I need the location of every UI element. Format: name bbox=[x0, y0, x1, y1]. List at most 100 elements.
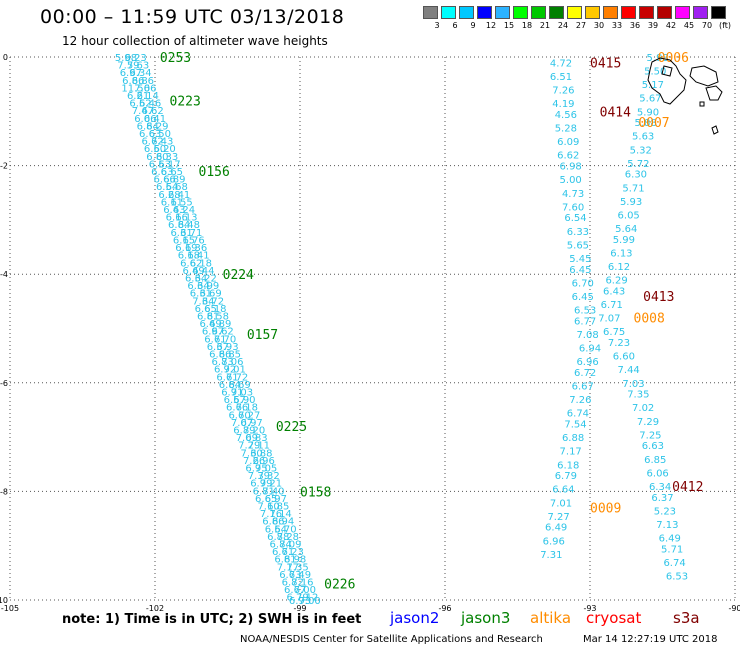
x-tick-label: -102 bbox=[146, 604, 164, 613]
y-tick-label: -2 bbox=[0, 162, 8, 171]
data-point-label: 7.13 bbox=[656, 520, 678, 531]
data-point-label: 6.60 bbox=[613, 352, 635, 363]
track-time-label: 0414 bbox=[600, 105, 631, 120]
data-point-label: 5.65 bbox=[567, 240, 589, 251]
color-scale-label: 12 bbox=[485, 21, 497, 30]
data-point-label: 7.23 bbox=[608, 338, 630, 349]
data-point-label: 6.55 bbox=[170, 197, 192, 208]
data-point-label: 6.98 bbox=[560, 162, 582, 173]
data-point-label: 6.89 bbox=[209, 319, 231, 330]
color-scale-label: 45 bbox=[683, 21, 695, 30]
data-point-label: 7.35 bbox=[627, 390, 649, 401]
x-tick-label: -96 bbox=[438, 604, 451, 613]
color-scale-swatch bbox=[441, 6, 456, 19]
data-point-label: 6.96 bbox=[543, 536, 565, 547]
color-scale-swatch bbox=[531, 6, 546, 19]
data-point-label: 6.50 bbox=[144, 144, 166, 155]
data-point-label: 6.84 bbox=[137, 121, 159, 132]
data-point-label: 5.50 bbox=[644, 67, 666, 78]
data-point-label: 6.06 bbox=[134, 114, 156, 125]
data-point-label: 7.00 bbox=[294, 585, 316, 596]
island-outline bbox=[647, 57, 687, 105]
data-point-label: 6.71 bbox=[204, 334, 226, 345]
data-point-label: 6.13 bbox=[610, 248, 632, 259]
data-point-label: 6.93 bbox=[216, 342, 238, 353]
track-time-label: 0225 bbox=[276, 420, 307, 435]
data-point-label: 7.47 bbox=[132, 106, 154, 117]
data-point-label: 5.67 bbox=[639, 94, 661, 105]
data-point-label: 6.18 bbox=[204, 304, 226, 315]
island-outline bbox=[705, 85, 723, 101]
data-point-label: 6.43 bbox=[151, 137, 173, 148]
data-point-label: 6.37 bbox=[651, 493, 673, 504]
data-point-label: 6.63 bbox=[151, 167, 173, 178]
data-point-label: 7.29 bbox=[238, 441, 260, 452]
data-point-label: 4.56 bbox=[555, 110, 577, 121]
data-point-label: 6.14 bbox=[137, 91, 159, 102]
data-point-label: 6.70 bbox=[572, 278, 594, 289]
y-tick-label: -6 bbox=[0, 379, 8, 388]
data-point-label: 6.72 bbox=[226, 372, 248, 383]
color-scale-swatch bbox=[657, 6, 672, 19]
data-point-label: 7.20 bbox=[243, 425, 265, 436]
data-point-label: 6.20 bbox=[154, 144, 176, 155]
data-point-label: 6.97 bbox=[120, 68, 142, 79]
data-point-label: 6.76 bbox=[183, 235, 205, 246]
data-point-label: 6.36 bbox=[185, 243, 207, 254]
data-point-label: 6.41 bbox=[168, 190, 190, 201]
data-point-label: 6.70 bbox=[214, 334, 236, 345]
track-time-label: 0008 bbox=[634, 312, 665, 327]
generation-timestamp: Mar 14 12:27:19 UTC 2018 bbox=[583, 634, 718, 645]
data-point-label: 6.30 bbox=[625, 170, 647, 181]
data-point-label: 4.72 bbox=[550, 58, 572, 69]
data-point-label: 7.11 bbox=[248, 441, 270, 452]
data-point-label: 6.23 bbox=[125, 53, 147, 64]
data-point-label: 4.73 bbox=[562, 189, 584, 200]
data-point-label: 7.09 bbox=[236, 433, 258, 444]
data-point-label: 6.15 bbox=[173, 235, 195, 246]
data-point-label: 6.37 bbox=[207, 342, 229, 353]
data-point-label: 6.84 bbox=[219, 380, 241, 391]
data-point-label: 5.90 bbox=[637, 107, 659, 118]
data-point-label: 6.74 bbox=[567, 409, 589, 420]
color-scale-label: 70 bbox=[701, 21, 713, 30]
data-point-label: 6.31 bbox=[170, 228, 192, 239]
satellite-label-jason3: jason3 bbox=[461, 609, 511, 627]
data-point-label: 7.03 bbox=[622, 379, 644, 390]
data-point-label: 7.31 bbox=[540, 550, 562, 561]
data-point-label: 7.05 bbox=[255, 464, 277, 475]
data-point-label: 7.14 bbox=[270, 509, 292, 520]
x-tick-label: -93 bbox=[583, 604, 596, 613]
data-point-label: 6.62 bbox=[141, 106, 163, 117]
data-point-label: 6.18 bbox=[190, 258, 212, 269]
data-point-label: 6.05 bbox=[618, 210, 640, 221]
data-point-label: 6.98 bbox=[284, 555, 306, 566]
data-point-label: 6.66 bbox=[154, 175, 176, 186]
data-point-label: 6.74 bbox=[663, 558, 685, 569]
data-point-label: 7.29 bbox=[637, 417, 659, 428]
data-point-label: 6.86 bbox=[132, 76, 154, 87]
data-point-label: 6.12 bbox=[608, 262, 630, 273]
data-point-label: 6.33 bbox=[567, 227, 589, 238]
data-point-label: 7.25 bbox=[639, 430, 661, 441]
data-point-label: 5.32 bbox=[630, 145, 652, 156]
data-point-label: 6.66 bbox=[226, 403, 248, 414]
track-time-label: 0413 bbox=[643, 290, 674, 305]
data-point-label: 6.88 bbox=[250, 448, 272, 459]
y-tick-label: -8 bbox=[0, 487, 8, 496]
data-point-label: 6.62 bbox=[557, 151, 579, 162]
color-scale-swatch bbox=[711, 6, 726, 19]
data-point-label: 6.68 bbox=[166, 182, 188, 193]
data-point-label: 6.49 bbox=[659, 534, 681, 545]
track-time-label: 0006 bbox=[658, 51, 689, 66]
data-point-label: 6.53 bbox=[666, 572, 688, 583]
satellite-label-s3a: s3a bbox=[673, 609, 700, 627]
data-point-label: 5.71 bbox=[622, 183, 644, 194]
data-point-label: 6.64 bbox=[552, 485, 574, 496]
data-point-label: 6.06 bbox=[647, 468, 669, 479]
data-point-label: 7.28 bbox=[277, 532, 299, 543]
data-point-label: 7.26 bbox=[569, 395, 591, 406]
data-point-label: 7.26 bbox=[552, 86, 574, 97]
color-scale-label: (ft) bbox=[718, 21, 732, 30]
color-scale-swatch bbox=[513, 6, 528, 19]
